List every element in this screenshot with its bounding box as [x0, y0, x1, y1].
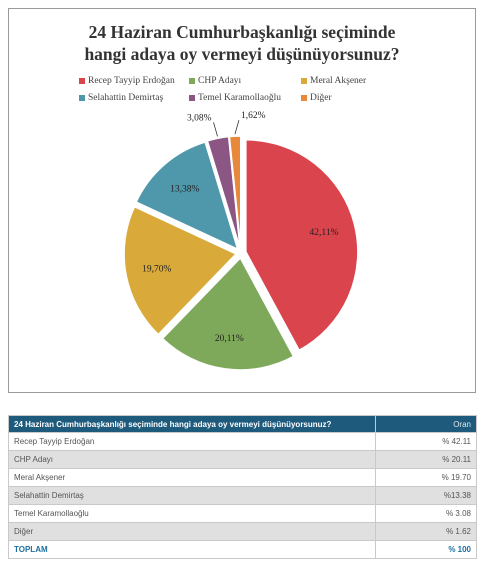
legend-swatch	[79, 95, 85, 101]
table-header-row: 24 Haziran Cumhurbaşkanlığı seçiminde ha…	[8, 415, 477, 433]
legend-swatch	[301, 78, 307, 84]
pie-label-karamollaoglu: 3,08%	[187, 113, 212, 123]
table-cell-label: CHP Adayı	[8, 450, 376, 469]
table-cell-label: Temel Karamollaoğlu	[8, 504, 376, 523]
table-question-header: 24 Haziran Cumhurbaşkanlığı seçiminde ha…	[8, 415, 376, 433]
chart-panel: 24 Haziran Cumhurbaşkanlığı seçiminde ha…	[8, 8, 476, 393]
table-cell-value: % 1.62	[375, 522, 477, 541]
legend-label: Temel Karamollaoğlu	[198, 93, 281, 103]
pie-slice-erdogan	[245, 139, 359, 352]
table-total-value: % 100	[375, 540, 477, 559]
table-cell-value: % 19.70	[375, 468, 477, 487]
pie-label-chp: 20,11%	[215, 334, 244, 344]
legend-label: Recep Tayyip Erdoğan	[88, 76, 175, 86]
legend-item-chp: CHP Adayı	[189, 76, 241, 86]
legend-swatch	[189, 95, 195, 101]
table-row: Recep Tayyip Erdoğan % 42.11	[8, 432, 477, 451]
pie-label-aksener: 19,70%	[142, 265, 171, 275]
table-cell-label: Selahattin Demirtaş	[8, 486, 376, 505]
pie-leader-line-diger	[234, 120, 240, 135]
table-row: Diğer % 1.62	[8, 522, 477, 541]
pie-label-demirtas: 13,38%	[170, 184, 199, 194]
table-row: Selahattin Demirtaş %13.38	[8, 486, 477, 505]
table-cell-value: % 3.08	[375, 504, 477, 523]
pie-slice-demirtas	[135, 141, 239, 251]
table-cell-label: Recep Tayyip Erdoğan	[8, 432, 376, 451]
pie-leader-line-karamollaoglu	[213, 122, 218, 137]
table-cell-label: Diğer	[8, 522, 376, 541]
table-cell-label: Meral Akşener	[8, 468, 376, 487]
results-table: 24 Haziran Cumhurbaşkanlığı seçiminde ha…	[8, 415, 477, 559]
legend-label: Diğer	[310, 93, 332, 103]
table-total-label: TOPLAM	[8, 540, 376, 559]
table-row: Temel Karamollaoğlu % 3.08	[8, 504, 477, 523]
legend-swatch	[79, 78, 85, 84]
legend-item-aksener: Meral Akşener	[301, 76, 366, 86]
legend-item-erdogan: Recep Tayyip Erdoğan	[79, 76, 175, 86]
legend-item-karamollaoglu: Temel Karamollaoğlu	[189, 93, 281, 103]
pie-slice-aksener	[123, 205, 238, 336]
pie-slice-chp	[161, 256, 295, 371]
table-cell-value: %13.38	[375, 486, 477, 505]
legend-label: Meral Akşener	[310, 76, 367, 86]
table-row: Meral Akşener % 19.70	[8, 468, 477, 487]
pie-label-diger: 1,62%	[241, 111, 266, 121]
legend-item-diger: Diğer	[301, 93, 332, 103]
pie-slice-diger	[228, 135, 242, 249]
chart-title: 24 Haziran Cumhurbaşkanlığı seçiminde ha…	[9, 21, 475, 65]
table-cell-value: % 20.11	[375, 450, 477, 469]
chart-title-line-2: hangi adaya oy vermeyi düşünüyorsunuz?	[84, 44, 400, 64]
chart-title-line-1: 24 Haziran Cumhurbaşkanlığı seçiminde	[88, 22, 396, 42]
pie-label-erdogan: 42,11%	[310, 228, 339, 238]
table-row: CHP Adayı % 20.11	[8, 450, 477, 469]
legend-swatch	[301, 95, 307, 101]
pie-chart: 42,11% 20,11% 19,70% 13,38% 3,08% 1,62%	[123, 111, 359, 371]
table-value-header: Oran	[375, 415, 477, 433]
legend-item-demirtas: Selahattin Demirtaş	[79, 93, 163, 103]
legend-label: Selahattin Demirtaş	[88, 93, 164, 103]
table-total-row: TOPLAM % 100	[8, 540, 477, 559]
table-cell-value: % 42.11	[375, 432, 477, 451]
legend-swatch	[189, 78, 195, 84]
legend-label: CHP Adayı	[198, 76, 242, 86]
